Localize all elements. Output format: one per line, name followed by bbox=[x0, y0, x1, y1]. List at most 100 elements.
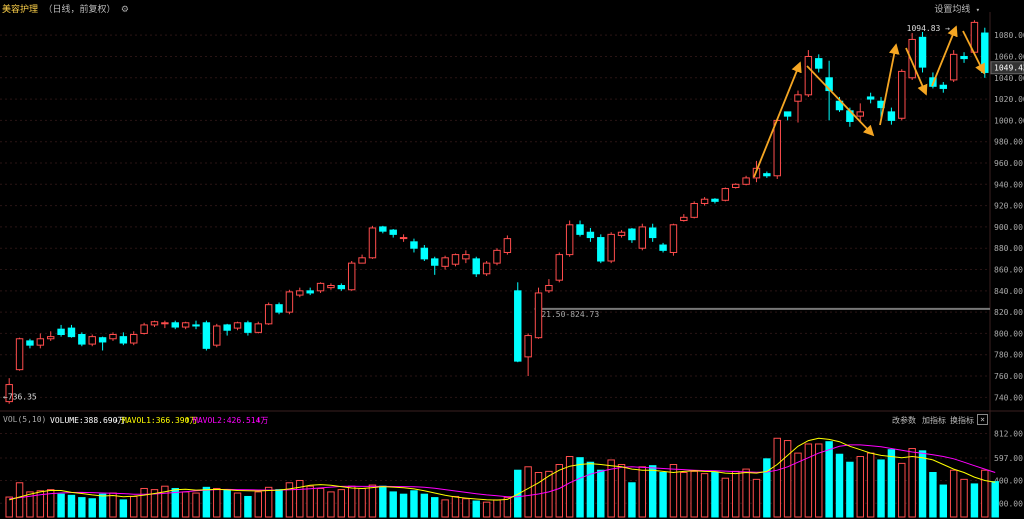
volume-bar bbox=[482, 501, 491, 518]
candle bbox=[410, 238, 418, 253]
candle-body bbox=[856, 111, 864, 117]
candle bbox=[441, 255, 449, 270]
candle bbox=[57, 324, 65, 337]
candle bbox=[358, 254, 366, 264]
trend-arrow bbox=[753, 61, 802, 178]
chevron-down-icon: ▾ bbox=[975, 6, 980, 14]
candle-body bbox=[67, 327, 76, 338]
price-tick-label: 1000.00 bbox=[994, 116, 1024, 125]
candle bbox=[866, 92, 875, 104]
candle bbox=[223, 323, 231, 336]
change-params-button[interactable]: 改参数 bbox=[892, 416, 916, 425]
volume-bar bbox=[908, 448, 916, 518]
candle bbox=[275, 302, 283, 315]
candle bbox=[420, 245, 429, 261]
volume-bar bbox=[887, 449, 896, 518]
candle bbox=[368, 225, 377, 259]
current-price-label: 1049.43 bbox=[994, 64, 1024, 73]
volume-bar bbox=[877, 459, 885, 518]
candle-body bbox=[223, 324, 231, 331]
candle bbox=[264, 302, 273, 325]
volume-bar bbox=[731, 470, 740, 518]
price-tick-label: 820.00 bbox=[994, 308, 1023, 317]
switch-indicator-button[interactable]: 换指标 bbox=[950, 416, 974, 425]
add-indicator-button[interactable]: 加指标 bbox=[922, 416, 946, 425]
candle bbox=[98, 336, 107, 351]
candle-body bbox=[46, 336, 55, 340]
candle bbox=[296, 287, 304, 298]
candle-body bbox=[119, 336, 128, 344]
candle bbox=[939, 82, 948, 93]
candle bbox=[130, 331, 138, 346]
volume-bar bbox=[680, 472, 688, 518]
candle bbox=[524, 333, 532, 377]
candle-body bbox=[296, 290, 304, 296]
candle bbox=[15, 337, 24, 371]
candle bbox=[36, 333, 45, 349]
volume-bar bbox=[493, 499, 501, 518]
trend-arrow bbox=[879, 43, 900, 126]
volume-tick-label: 200.00 bbox=[994, 499, 1023, 508]
volume-bar bbox=[233, 492, 242, 518]
volume-bar bbox=[431, 497, 439, 518]
candle bbox=[399, 234, 408, 242]
candle-body bbox=[711, 198, 719, 202]
candle-body bbox=[202, 322, 211, 349]
volume-bar bbox=[420, 493, 429, 518]
candle-body bbox=[5, 384, 13, 403]
candle bbox=[347, 261, 356, 291]
candle-body bbox=[981, 32, 989, 73]
volume-bar bbox=[223, 489, 231, 518]
mavol1-line bbox=[9, 437, 996, 501]
candle-body bbox=[493, 249, 501, 264]
gear-icon[interactable]: ⚙ bbox=[120, 5, 129, 15]
candle bbox=[285, 289, 294, 315]
candle-body bbox=[213, 325, 221, 346]
candle-body bbox=[815, 58, 823, 69]
volume-bar bbox=[36, 490, 45, 518]
candle-body bbox=[57, 328, 65, 336]
candle-body bbox=[690, 202, 698, 218]
volume-bar bbox=[565, 456, 574, 518]
candle bbox=[140, 322, 148, 335]
candle bbox=[233, 321, 242, 331]
candle-body bbox=[763, 173, 771, 177]
volume-bar bbox=[514, 469, 522, 518]
candle bbox=[960, 52, 968, 63]
candle-body bbox=[140, 324, 148, 334]
volume-bar bbox=[451, 495, 460, 518]
candle bbox=[669, 223, 678, 256]
candle-body bbox=[700, 198, 709, 204]
candle-body bbox=[233, 322, 242, 329]
candle-body bbox=[586, 231, 595, 239]
close-icon[interactable]: × bbox=[977, 414, 988, 425]
volume-bar bbox=[202, 486, 211, 518]
settings-ma-button[interactable]: 设置均线 ▾ bbox=[934, 2, 980, 15]
candle bbox=[514, 282, 522, 363]
mavol1-up-arrow-icon: ↑ bbox=[185, 415, 190, 424]
candle-body bbox=[908, 38, 916, 79]
candle-body bbox=[866, 96, 875, 100]
candle-body bbox=[420, 247, 429, 260]
candle-body bbox=[576, 224, 584, 235]
volume-bar bbox=[67, 494, 76, 518]
candle-body bbox=[949, 53, 958, 81]
candle bbox=[731, 183, 740, 189]
candle bbox=[389, 229, 397, 238]
price-tick-label: 1020.00 bbox=[994, 95, 1024, 104]
volume-bar bbox=[337, 489, 346, 518]
volume-bar bbox=[690, 470, 698, 518]
volume-bar bbox=[306, 485, 314, 518]
candle bbox=[576, 220, 584, 237]
candle bbox=[918, 31, 927, 73]
candle bbox=[5, 378, 13, 404]
volume-bar bbox=[358, 487, 366, 518]
mavol1-value: MAVOL1:366.390万 bbox=[122, 416, 198, 425]
candle bbox=[565, 220, 574, 257]
volume-bar bbox=[648, 465, 657, 518]
volume-bar bbox=[669, 464, 678, 518]
price-tick-label: 760.00 bbox=[994, 372, 1023, 381]
candle-body bbox=[316, 282, 325, 292]
volume-bar bbox=[711, 472, 719, 518]
